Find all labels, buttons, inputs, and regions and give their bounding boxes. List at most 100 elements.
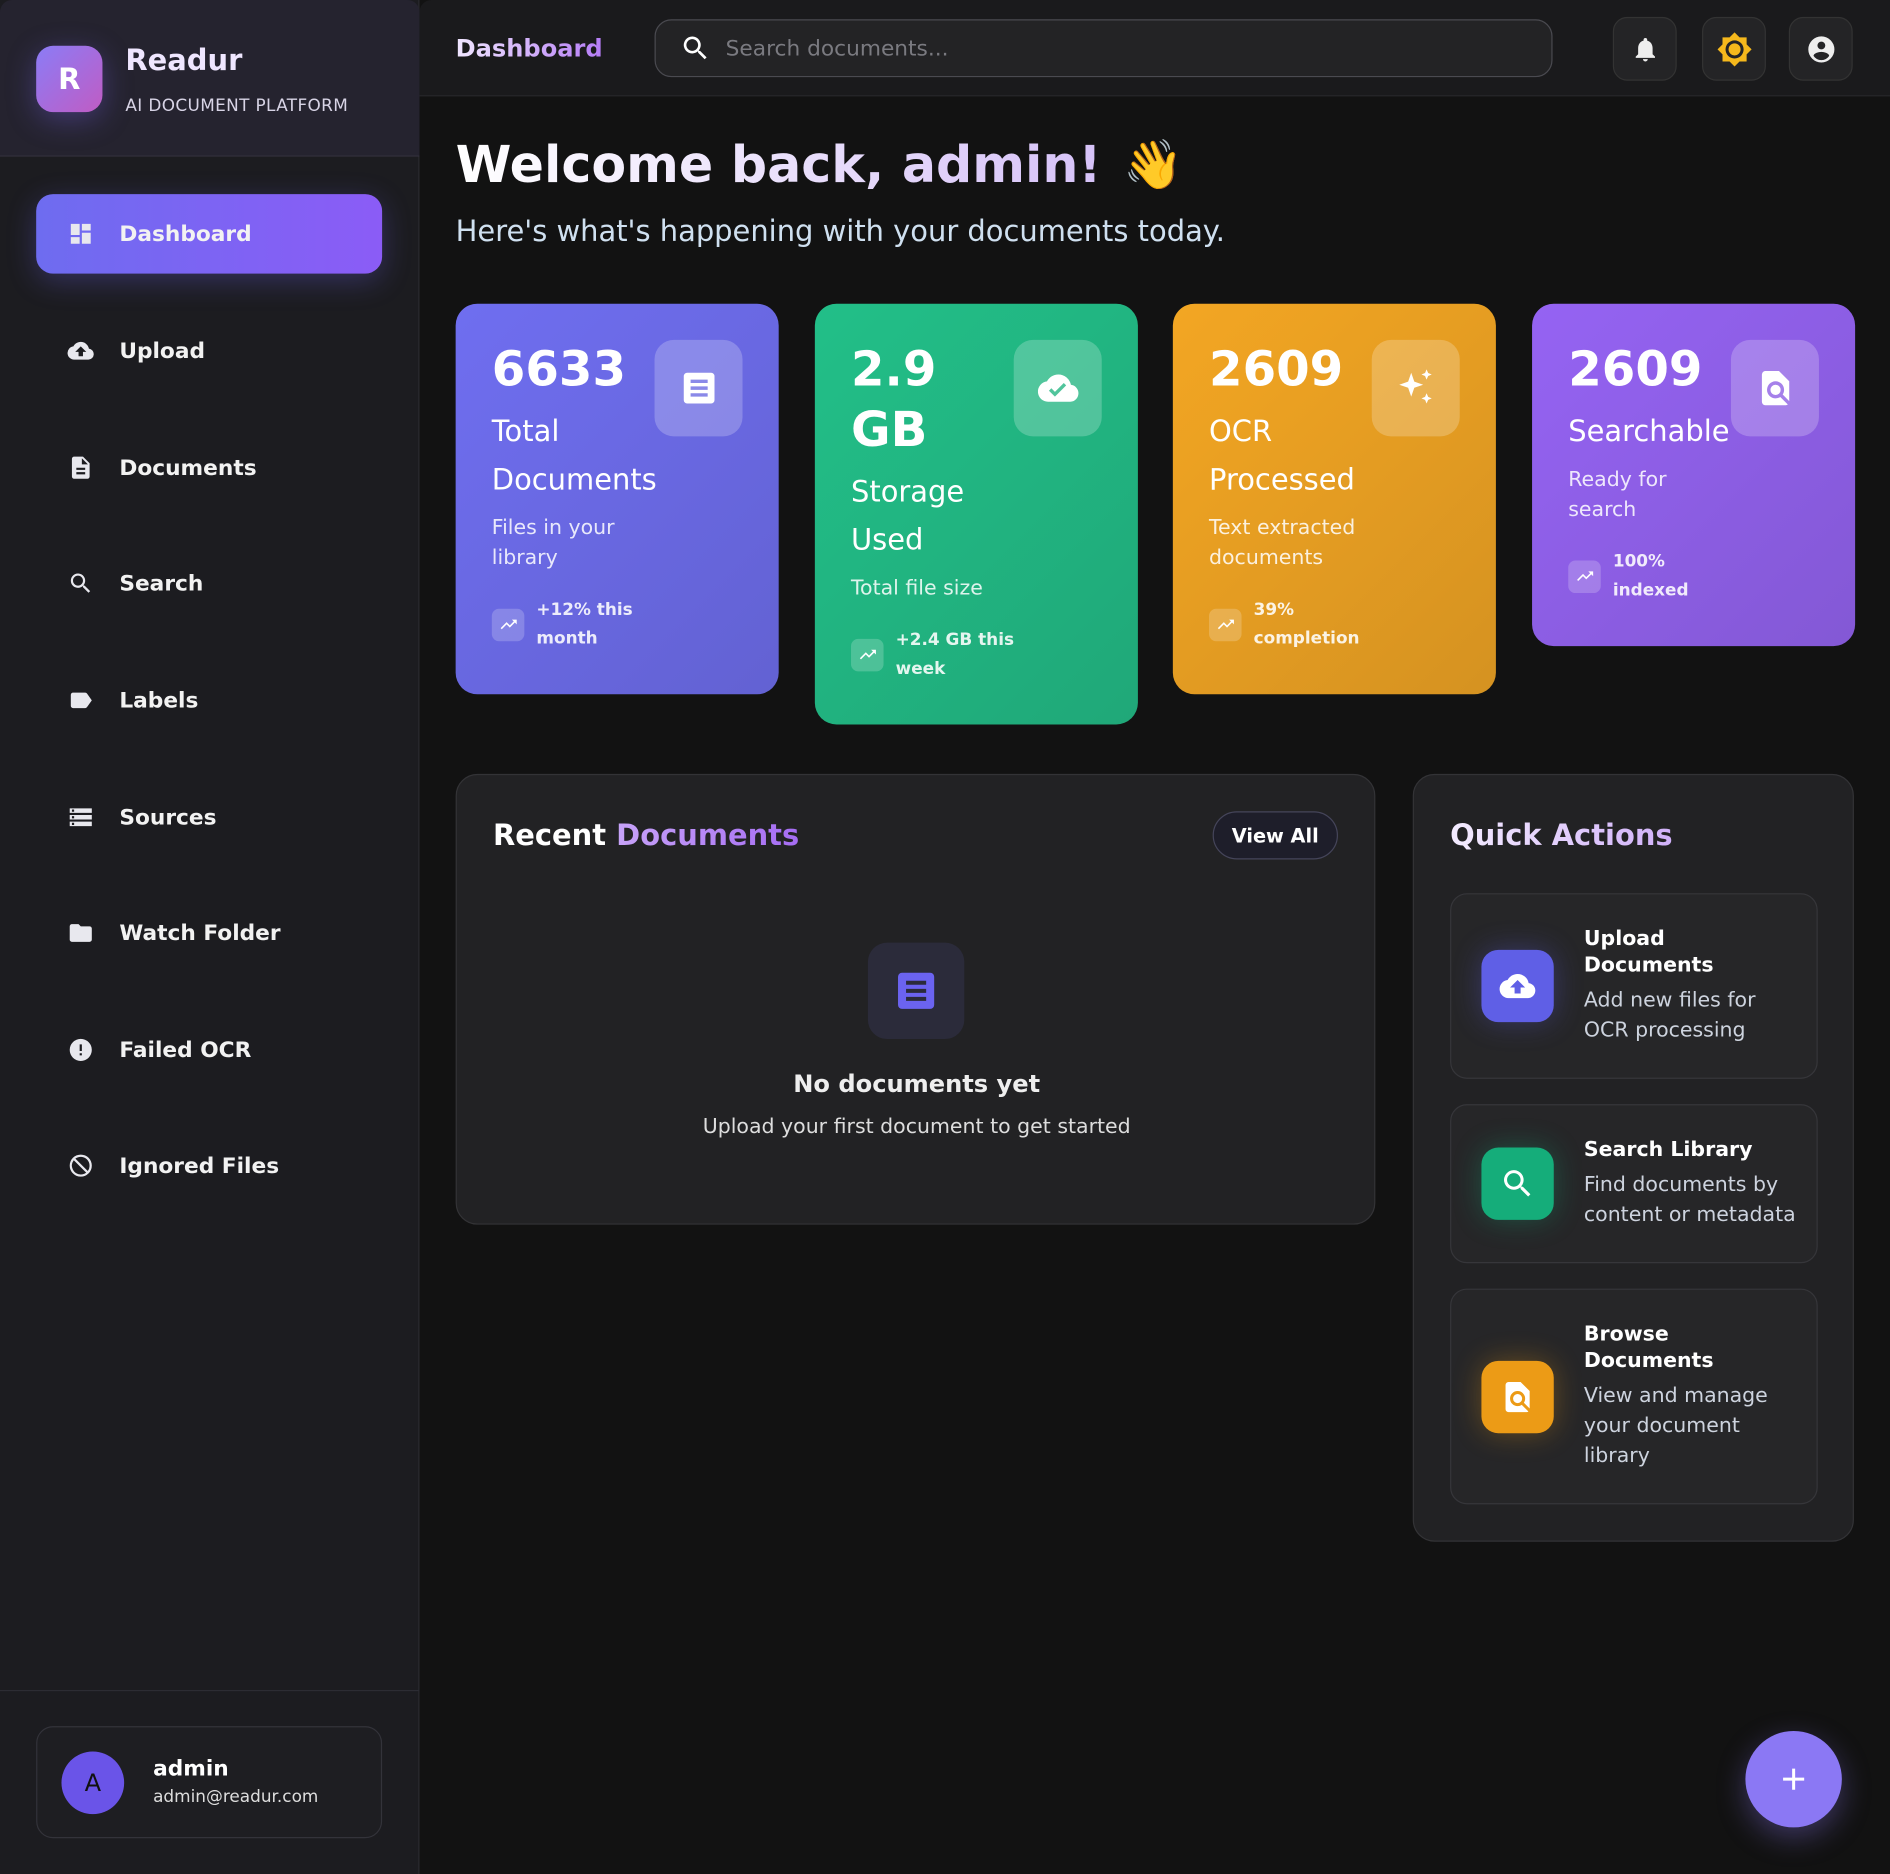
trend-text: +12% this month	[536, 600, 633, 649]
stat-card: 6633 Total Documents Files in your libra…	[455, 303, 779, 695]
stat-value: 2609	[1209, 342, 1344, 398]
stat-card: 2609 Searchable Ready for search 100% in…	[1532, 303, 1856, 647]
recent-documents-title: Recent Documents	[493, 818, 799, 852]
sidebar-item-upload[interactable]: Upload	[36, 311, 382, 391]
sidebar-item-label: Labels	[119, 687, 199, 713]
trend-text: 39% completion	[1253, 600, 1360, 649]
document-icon	[71, 456, 90, 479]
sidebar-item-label: Watch Folder	[119, 920, 281, 946]
empty-state-title: No documents yet	[793, 1069, 1041, 1099]
stat-card: 2.9 GB Storage Used Total file size +2.4…	[814, 303, 1138, 725]
quick-action-browse-documents[interactable]: Browse Documents View and manage your do…	[1450, 1288, 1818, 1505]
storage-icon	[69, 808, 92, 827]
notifications-button[interactable]	[1612, 16, 1677, 81]
stat-label: Searchable	[1568, 414, 1730, 449]
stat-description: Text extracted documents	[1209, 515, 1356, 571]
search-input[interactable]	[725, 35, 1522, 61]
empty-state-icon-box	[867, 942, 965, 1040]
add-fab-button[interactable]	[1745, 1730, 1842, 1828]
topbar: Dashboard	[419, 0, 1890, 97]
sidebar-item-label: Dashboard	[119, 221, 252, 247]
trend-icon-box	[491, 608, 525, 641]
stat-icon-box	[1013, 339, 1102, 437]
user-card[interactable]: A admin admin@readur.com	[36, 1726, 383, 1839]
sidebar-item-ignored-files[interactable]: Ignored Files	[36, 1126, 382, 1206]
bell-icon	[1635, 37, 1655, 61]
quick-actions-title: Quick Actions	[1450, 818, 1816, 852]
stat-card: 2609 OCR Processed Text extracted docume…	[1172, 303, 1496, 695]
trending-up-icon	[859, 649, 876, 660]
avatar: A	[61, 1751, 125, 1815]
quick-action-icon-box	[1481, 949, 1554, 1023]
search-bar[interactable]	[654, 19, 1553, 78]
wave-emoji: 👋	[1123, 137, 1184, 193]
document-icon	[683, 372, 714, 404]
brand-header: R Readur AI DOCUMENT PLATFORM	[0, 0, 420, 157]
search-icon	[70, 573, 91, 593]
quick-action-text: Upload Documents Add new files for OCR p…	[1584, 926, 1800, 1047]
stat-value: 6633	[491, 342, 626, 398]
quick-action-icon-box	[1481, 1147, 1554, 1220]
sidebar-item-failed-ocr[interactable]: Failed OCR	[36, 1010, 382, 1090]
trending-up-icon	[500, 619, 517, 630]
error-icon	[69, 1038, 92, 1061]
trending-up-icon	[1217, 619, 1234, 630]
title-accent: Documents	[616, 818, 800, 853]
stat-icon-box	[1371, 339, 1460, 437]
stat-label: Storage Used	[851, 474, 965, 557]
folder-icon	[69, 924, 92, 942]
brand-name: Readur	[125, 43, 243, 78]
stat-trend: +12% this month	[491, 595, 743, 653]
quick-actions-list: Upload Documents Add new files for OCR p…	[1450, 893, 1818, 1505]
theme-toggle-button[interactable]	[1702, 16, 1766, 81]
quick-action-title: Upload Documents	[1583, 926, 1714, 978]
block-icon	[69, 1154, 92, 1177]
label-icon	[70, 692, 92, 709]
recent-documents-panel: Recent Documents View All No documents y…	[455, 773, 1376, 1225]
page-title: Dashboard	[455, 33, 603, 63]
user-name: admin	[153, 1756, 229, 1782]
find-in-page-icon	[1505, 1381, 1530, 1412]
sidebar-item-dashboard[interactable]: Dashboard	[36, 194, 383, 274]
sidebar-item-label: Failed OCR	[119, 1037, 252, 1063]
stat-icon-box	[654, 339, 743, 437]
trending-up-icon	[1576, 571, 1593, 582]
sidebar-divider	[0, 1689, 420, 1692]
view-all-button[interactable]: View All	[1212, 811, 1338, 860]
cloud-upload-icon	[67, 341, 94, 360]
empty-state-description: Upload your first document to get starte…	[702, 1114, 1131, 1140]
stat-description: Total file size	[851, 576, 983, 601]
dashboard-icon	[70, 223, 91, 244]
sidebar-item-label: Search	[119, 570, 204, 597]
stat-value: 2609	[1568, 342, 1703, 398]
sidebar-item-watch-folder[interactable]: Watch Folder	[36, 893, 382, 973]
plus-icon	[1783, 1768, 1805, 1790]
stat-trend: 100% indexed	[1568, 547, 1819, 605]
trend-icon-box	[1568, 559, 1601, 593]
welcome-header: Welcome back, admin! 👋	[456, 135, 1184, 194]
sidebar-item-search[interactable]: Search	[36, 544, 382, 624]
quick-action-search-library[interactable]: Search Library Find documents by content…	[1450, 1104, 1818, 1264]
sidebar-item-documents[interactable]: Documents	[36, 428, 382, 508]
trend-text: +2.4 GB this week	[895, 630, 1015, 679]
quick-action-text: Browse Documents View and manage your do…	[1584, 1321, 1800, 1472]
sidebar-item-labels[interactable]: Labels	[36, 661, 382, 741]
sidebar-item-label: Ignored Files	[119, 1152, 280, 1179]
sidebar: R Readur AI DOCUMENT PLATFORM Dashboard …	[0, 0, 420, 1874]
quick-action-title: Search Library	[1583, 1137, 1753, 1163]
stat-icon-box	[1730, 339, 1819, 437]
sidebar-item-sources[interactable]: Sources	[36, 777, 382, 857]
trend-text: 100% indexed	[1612, 552, 1689, 601]
quick-action-icon-box	[1481, 1360, 1554, 1433]
theme-sun-icon	[1716, 31, 1752, 66]
quick-action-description: Add new files for OCR processing	[1583, 988, 1756, 1043]
cloud-done-icon	[1037, 374, 1078, 402]
account-button[interactable]	[1788, 16, 1853, 81]
stat-trend: 39% completion	[1209, 595, 1460, 653]
logo: R	[36, 45, 103, 113]
quick-action-upload-documents[interactable]: Upload Documents Add new files for OCR p…	[1450, 893, 1818, 1079]
sidebar-item-label: Documents	[119, 455, 257, 481]
cloud-upload-icon	[1499, 973, 1536, 999]
stat-trend: +2.4 GB this week	[851, 626, 1102, 684]
find-in-page-icon	[1761, 371, 1789, 406]
